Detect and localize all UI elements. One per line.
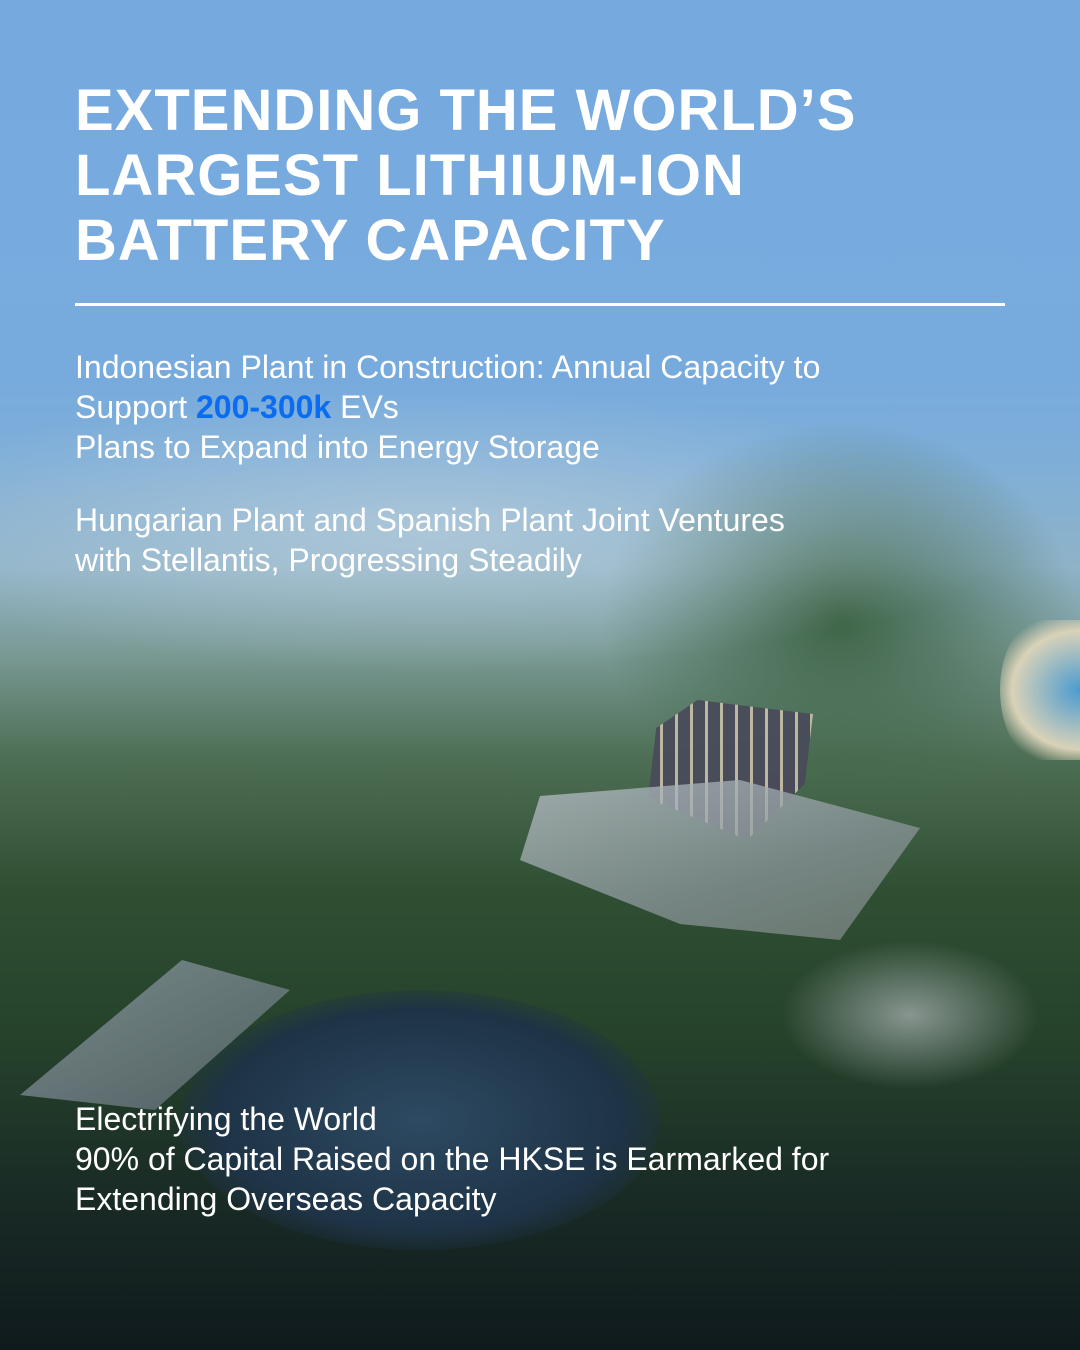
text-line: Extending Overseas Capacity	[75, 1181, 497, 1217]
headline-line: BATTERY CAPACITY	[75, 208, 666, 273]
cloud-mist	[780, 940, 1040, 1090]
text-line: with Stellantis, Progressing Steadily	[75, 542, 582, 578]
indonesia-paragraph: Indonesian Plant in Construction: Annual…	[75, 347, 1035, 467]
text-line: EVs	[331, 389, 399, 425]
text-line: Plans to Expand into Energy Storage	[75, 429, 600, 465]
divider	[75, 303, 1005, 306]
bay-water	[180, 990, 660, 1250]
text-line: Hungarian Plant and Spanish Plant Joint …	[75, 502, 785, 538]
cloud-mist	[0, 380, 1080, 680]
headline: EXTENDING THE WORLD’S LARGEST LITHIUM-IO…	[75, 78, 1035, 273]
headline-line: EXTENDING THE WORLD’S	[75, 78, 857, 143]
headline-line: LARGEST LITHIUM-ION	[75, 143, 745, 208]
text-line: Support	[75, 389, 196, 425]
text-line: Indonesian Plant in Construction: Annual…	[75, 349, 821, 385]
text-line: 90% of Capital Raised on the HKSE is Ear…	[75, 1141, 830, 1177]
capacity-highlight: 200-300k	[195, 389, 332, 425]
text-line: Electrifying the World	[75, 1101, 377, 1137]
capital-paragraph: Electrifying the World 90% of Capital Ra…	[75, 1099, 1035, 1219]
europe-paragraph: Hungarian Plant and Spanish Plant Joint …	[75, 500, 1035, 580]
